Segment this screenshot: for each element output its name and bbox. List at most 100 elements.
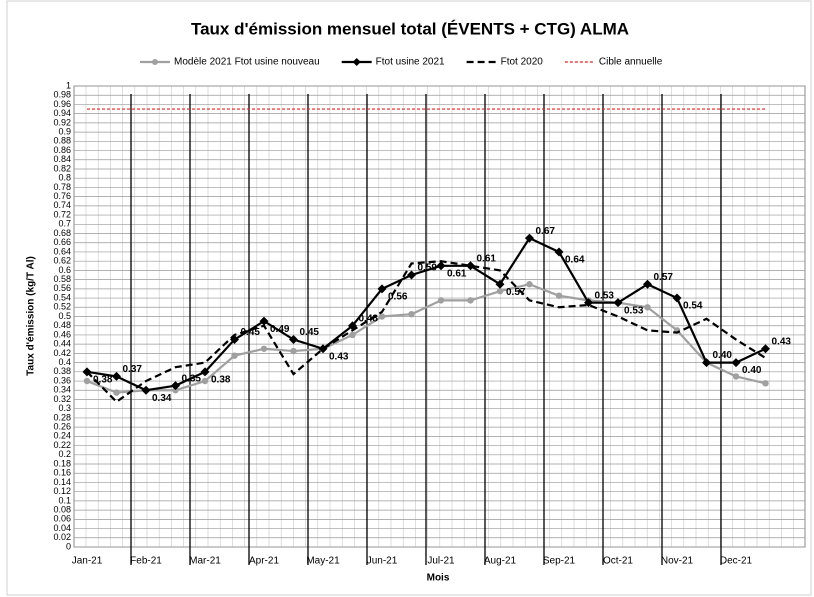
y-tick-label: 0 <box>66 541 71 551</box>
series-line <box>86 283 766 394</box>
data-label: 0.61 <box>447 268 467 279</box>
point <box>231 352 238 359</box>
data-label: 0.37 <box>123 364 143 375</box>
data-label: 0.38 <box>211 374 231 385</box>
point <box>466 261 475 271</box>
data-label: 0.61 <box>477 253 497 264</box>
data-label: 0.45 <box>241 327 261 338</box>
point <box>644 304 651 311</box>
legend-label: Cible annuelle <box>599 57 663 68</box>
data-label: 0.56 <box>388 291 408 302</box>
data-label: 0.67 <box>536 226 556 237</box>
point <box>437 297 445 304</box>
y-tick-label: 0.72 <box>53 209 71 219</box>
point <box>613 298 623 308</box>
legend-marker <box>352 58 361 66</box>
y-tick-label: 0.18 <box>53 458 71 468</box>
y-tick-label: 0.2 <box>58 449 71 459</box>
data-label: 0.48 <box>359 313 379 324</box>
y-tick-label: 0.94 <box>53 108 71 118</box>
data-label: 0.53 <box>595 290 615 301</box>
data-label: 0.34 <box>152 393 172 404</box>
data-label: 0.38 <box>93 374 113 385</box>
y-tick-label: 0.06 <box>53 514 71 524</box>
x-tick-label: Jul-21 <box>427 556 455 567</box>
point <box>201 377 209 385</box>
point <box>496 287 504 295</box>
data-label: 0.45 <box>300 327 320 338</box>
y-tick-label: 0.4 <box>58 357 71 367</box>
point <box>526 281 533 288</box>
point <box>200 367 210 377</box>
x-tick-label: Dec-21 <box>720 556 753 567</box>
x-tick-label: Mar-21 <box>189 556 221 567</box>
point <box>732 373 740 380</box>
data-label: 0.53 <box>624 305 644 316</box>
y-tick-label: 0.46 <box>53 329 71 339</box>
y-tick-label: 0.54 <box>53 292 71 302</box>
x-tick-label: Aug-21 <box>484 556 517 567</box>
point <box>761 344 770 354</box>
point <box>378 313 386 320</box>
y-tick-label: 0.1 <box>58 495 71 505</box>
point <box>643 279 652 289</box>
y-tick-label: 0.26 <box>53 422 71 432</box>
y-tick-label: 0.78 <box>53 182 71 192</box>
point <box>377 284 387 294</box>
y-tick-label: 0.28 <box>53 412 71 422</box>
data-label: 0.40 <box>742 365 762 376</box>
y-axis-label: Taux d'émission (kg/T Al) <box>26 256 37 376</box>
y-tick-label: 0.22 <box>53 440 71 450</box>
y-tick-label: 0.66 <box>53 237 71 247</box>
y-tick-label: 0.02 <box>53 532 71 542</box>
point <box>141 385 151 395</box>
point <box>289 335 298 345</box>
y-tick-label: 0.36 <box>53 375 71 385</box>
point <box>349 331 356 339</box>
y-tick-label: 0.44 <box>53 339 71 349</box>
series-line <box>86 236 766 392</box>
x-tick-label: Oct-21 <box>603 556 633 567</box>
y-tick-label: 0.58 <box>53 274 71 284</box>
legend-label: Ftot usine 2021 <box>376 57 445 68</box>
y-tick-label: 0.24 <box>53 431 71 441</box>
point <box>495 279 505 289</box>
y-tick-label: 0.64 <box>53 246 71 256</box>
point <box>554 247 564 257</box>
point <box>408 310 415 318</box>
data-label: 0.49 <box>270 324 290 335</box>
chart-title: Taux d'émission mensuel total (ÉVENTS + … <box>191 19 629 38</box>
y-tick-label: 0.52 <box>53 302 71 312</box>
y-tick-label: 0.84 <box>53 154 71 164</box>
data-label: 0.64 <box>565 255 585 266</box>
y-tick-label: 0.62 <box>53 256 71 266</box>
y-tick-label: 0.82 <box>53 163 71 173</box>
y-tick-label: 0.32 <box>53 394 71 404</box>
x-tick-label: Jun-21 <box>367 556 398 567</box>
x-tick-label: Sep-21 <box>543 556 576 567</box>
point <box>171 381 180 391</box>
y-tick-label: 0.74 <box>53 200 71 210</box>
point <box>407 270 416 280</box>
x-axis-label: Mois <box>427 573 450 584</box>
x-tick-label: Feb-21 <box>130 556 162 567</box>
point <box>672 293 682 303</box>
point <box>555 292 563 299</box>
point <box>702 358 711 368</box>
point <box>762 380 769 387</box>
legend-label: Modèle 2021 Ftot usine nouveau <box>174 57 320 68</box>
y-tick-label: 0.08 <box>53 504 71 514</box>
y-tick-label: 1 <box>66 80 71 90</box>
x-tick-label: Apr-21 <box>249 556 279 567</box>
y-tick-label: 0.68 <box>53 228 71 238</box>
y-tick-label: 0.04 <box>53 523 71 533</box>
y-tick-label: 0.42 <box>53 348 71 358</box>
data-label: 0.40 <box>713 350 733 361</box>
y-tick-label: 0.16 <box>53 468 71 478</box>
y-tick-label: 0.48 <box>53 320 71 330</box>
point <box>83 377 91 385</box>
data-label: 0.43 <box>329 351 349 362</box>
point <box>525 233 534 243</box>
y-tick-label: 0.12 <box>53 486 71 496</box>
